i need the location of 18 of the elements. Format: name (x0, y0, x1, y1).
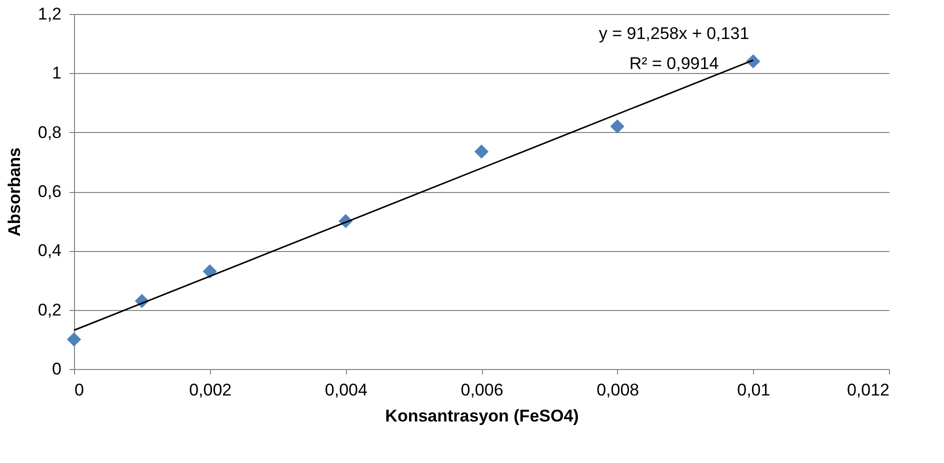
x-tick-label: 0,002 (189, 380, 232, 400)
x-axis-title: Konsantrasyon (FeSO4) (385, 406, 579, 426)
y-tick-label: 1 (52, 64, 62, 83)
y-tick-label: 0 (52, 360, 62, 378)
x-tick-label: 0,01 (737, 380, 770, 400)
x-tick-label: 0,008 (596, 380, 640, 400)
x-tick-label: 0 (74, 380, 84, 400)
y-tick-label: 0,2 (38, 300, 62, 320)
annotation: R² = 0,9914 (629, 54, 719, 73)
y-tick-label: 0,6 (38, 182, 62, 201)
annotation: y = 91,258x + 0,131 (598, 24, 750, 43)
y-tick-label: 0,4 (38, 241, 62, 260)
x-tick-label: 0,006 (460, 380, 504, 400)
x-tick-label: 0,004 (324, 380, 368, 400)
y-tick-label: 1,2 (38, 4, 62, 24)
y-axis-title: Absorbans (4, 148, 24, 236)
x-tick-label: 0,012 (846, 380, 890, 400)
y-tick-label: 0,8 (38, 122, 62, 142)
